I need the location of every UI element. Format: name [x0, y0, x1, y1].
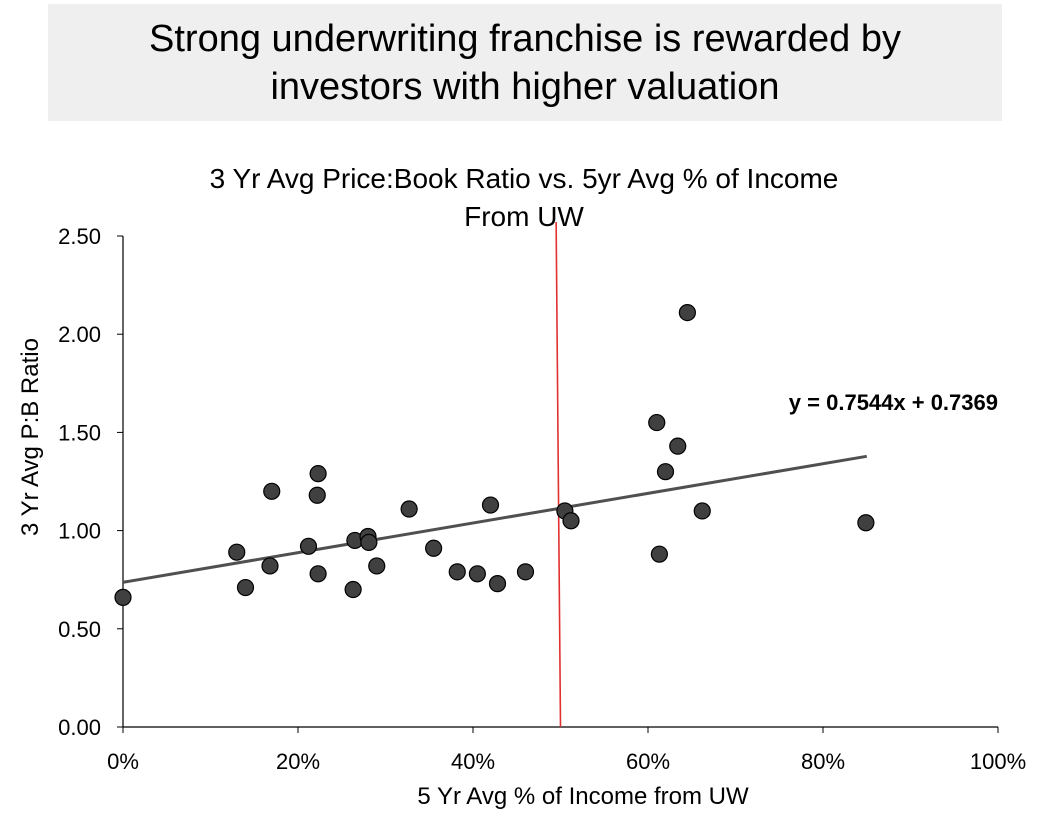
data-point	[516, 563, 535, 581]
y-tick-label: 0.00	[58, 715, 101, 740]
data-point	[236, 578, 255, 597]
title-banner: Strong underwriting franchise is rewarde…	[48, 4, 1002, 121]
data-point	[488, 575, 507, 593]
data-point	[669, 437, 687, 455]
data-point	[562, 512, 580, 530]
x-tick-label: 100%	[970, 749, 1026, 774]
chart-title-line-2: From UW	[464, 201, 584, 232]
data-point	[648, 413, 666, 432]
data-point	[693, 502, 711, 520]
data-point	[368, 557, 386, 575]
y-tick-label: 2.00	[58, 322, 101, 347]
data-points	[114, 303, 875, 606]
tick-labels: 0.00 0.50 1.00 1.50 2.00 2.50 0% 20% 40% 60% 80% 10…	[58, 224, 1026, 774]
data-point	[261, 557, 279, 575]
x-tick-label: 40%	[451, 749, 495, 774]
x-tick-label: 0%	[107, 749, 139, 774]
x-axis-label: 5 Yr Avg % of Income from UW	[417, 783, 749, 810]
x-tick-label: 20%	[276, 749, 320, 774]
y-axis-label: 3 Yr Avg P:B Ratio	[17, 338, 44, 536]
data-point	[481, 496, 500, 514]
data-point	[678, 303, 696, 322]
data-point	[468, 565, 486, 583]
reference-line-50pct	[555, 221, 562, 728]
data-point	[308, 486, 326, 504]
data-point	[448, 563, 466, 581]
data-point	[650, 545, 668, 563]
x-tick-label: 80%	[801, 749, 845, 774]
data-point	[360, 533, 378, 551]
trendline	[122, 454, 868, 584]
data-point	[309, 565, 327, 583]
data-point	[299, 537, 318, 555]
trendline-equation: y = 0.7544x + 0.7369	[789, 390, 998, 415]
y-tick-label: 2.50	[58, 224, 101, 249]
chart-title-line-1: 3 Yr Avg Price:Book Ratio vs. 5yr Avg % …	[210, 163, 839, 194]
data-point	[400, 500, 418, 518]
y-tick-label: 1.00	[58, 519, 101, 544]
data-point	[857, 514, 875, 532]
data-point	[344, 580, 362, 599]
data-point	[228, 543, 246, 561]
data-point	[114, 588, 132, 606]
data-point	[309, 465, 327, 483]
banner-title: Strong underwriting franchise is rewarde…	[149, 17, 901, 108]
y-tick-label: 1.50	[58, 420, 101, 445]
data-point	[263, 482, 281, 500]
y-tick-label: 0.50	[58, 617, 101, 642]
data-point	[656, 463, 675, 481]
data-point	[425, 539, 443, 557]
x-tick-label: 60%	[626, 749, 670, 774]
